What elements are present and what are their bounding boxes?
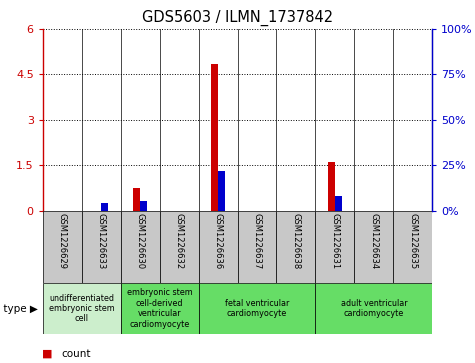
Bar (160, 211, 199, 283)
Bar (101, 203, 108, 211)
Text: GSM1226635: GSM1226635 (408, 213, 417, 270)
Text: GSM1226637: GSM1226637 (253, 213, 261, 270)
Title: GDS5603 / ILMN_1737842: GDS5603 / ILMN_1737842 (142, 10, 333, 26)
Bar (328, 162, 335, 211)
Text: GSM1226638: GSM1226638 (292, 213, 300, 270)
Bar (393, 211, 432, 283)
Text: cell type ▶: cell type ▶ (0, 303, 38, 314)
Text: undifferentiated
embryonic stem
cell: undifferentiated embryonic stem cell (49, 294, 114, 323)
Text: fetal ventricular
cardiomyocyte: fetal ventricular cardiomyocyte (225, 299, 289, 318)
Bar (140, 201, 147, 211)
Text: adult ventricular
cardiomyocyte: adult ventricular cardiomyocyte (341, 299, 407, 318)
Bar (238, 211, 276, 283)
Bar (335, 196, 342, 211)
Text: GSM1226632: GSM1226632 (175, 213, 183, 270)
Text: GSM1226634: GSM1226634 (370, 213, 378, 270)
Text: ■: ■ (42, 349, 53, 359)
Bar (354, 211, 393, 283)
Bar (315, 211, 354, 283)
Bar (315, 283, 432, 334)
Bar (199, 283, 315, 334)
Text: GSM1226629: GSM1226629 (58, 213, 66, 269)
Bar (199, 211, 238, 283)
Bar (211, 64, 218, 211)
Text: count: count (62, 349, 91, 359)
Bar (276, 211, 315, 283)
Bar (121, 283, 199, 334)
Text: GSM1226633: GSM1226633 (97, 213, 105, 270)
Text: GSM1226636: GSM1226636 (214, 213, 222, 270)
Bar (133, 188, 140, 211)
Text: GSM1226630: GSM1226630 (136, 213, 144, 270)
Bar (82, 211, 121, 283)
Text: GSM1226631: GSM1226631 (331, 213, 339, 270)
Bar (218, 171, 225, 211)
Bar (43, 283, 121, 334)
Bar (43, 211, 82, 283)
Bar (121, 211, 160, 283)
Text: embryonic stem
cell-derived
ventricular
cardiomyocyte: embryonic stem cell-derived ventricular … (127, 289, 192, 329)
